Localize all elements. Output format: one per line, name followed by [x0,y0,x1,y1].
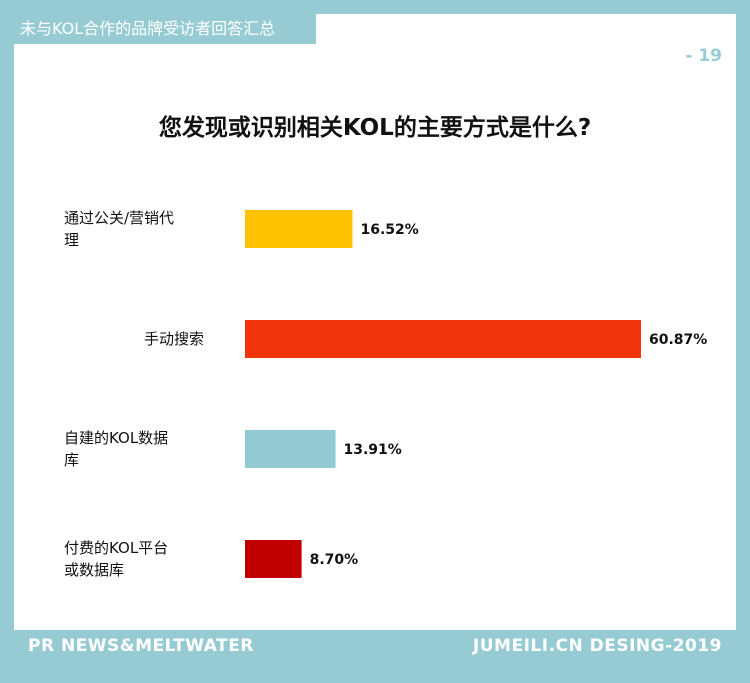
category-label-line: 通过公关/营销代 [64,209,175,227]
bar-1 [245,210,353,248]
category-label-3: 自建的KOL数据库 [64,427,214,471]
category-label-line: 或数据库 [64,561,125,579]
bar-3 [245,430,336,468]
category-label-2: 手动搜索 [64,328,204,350]
category-label-line: 自建的KOL数据 [64,429,169,447]
section-tag: 未与KOL合作的品牌受访者回答汇总 [14,14,316,44]
category-label-line: 理 [64,231,80,249]
bar-4 [245,540,302,578]
footer-source: PR NEWS&MELTWATER [28,636,254,656]
category-label-1: 通过公关/营销代理 [64,207,214,251]
value-label-3: 13.91% [343,442,401,458]
footer-credit: JUMEILI.CN DESING-2019 [472,636,722,656]
bar-2 [245,320,641,358]
value-label-2: 60.87% [649,332,707,348]
category-label-line: 手动搜索 [143,330,204,348]
category-label-line: 库 [64,451,80,469]
category-label-line: 付费的KOL平台 [64,539,169,557]
category-label-4: 付费的KOL平台 或数据库 [64,537,214,581]
page-number: - 19 [685,46,722,66]
value-label-4: 8.70% [310,552,359,568]
chart-title: 您发现或识别相关KOL的主要方式是什么? [158,115,592,141]
value-label-1: 16.52% [360,222,418,238]
